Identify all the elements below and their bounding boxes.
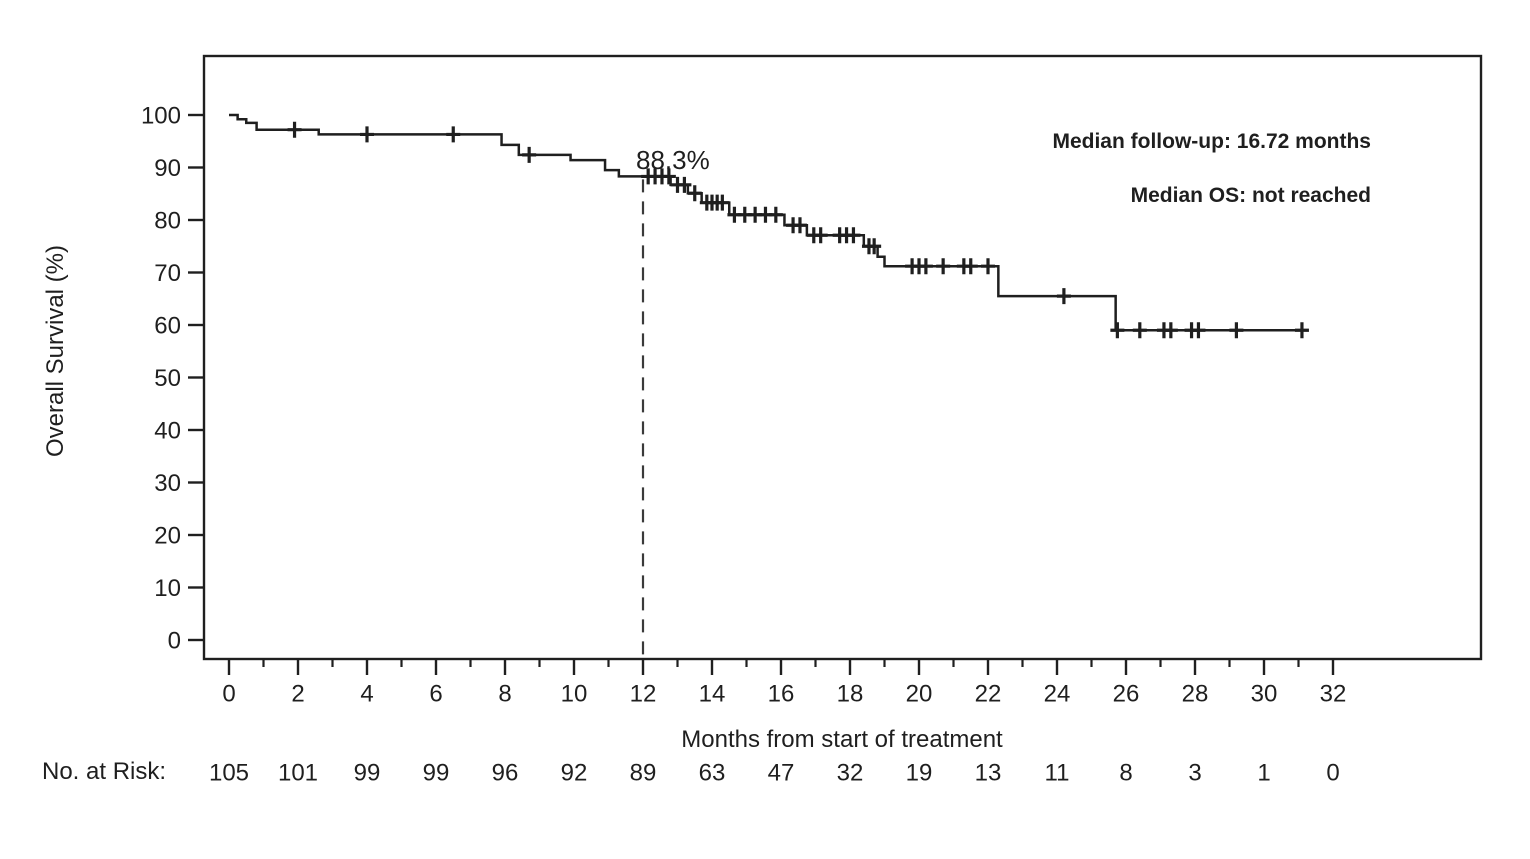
censor-mark	[446, 126, 461, 143]
censor-mark	[661, 168, 676, 185]
y-tick-label: 70	[154, 260, 181, 287]
censor-mark	[1132, 322, 1147, 339]
censor-mark	[936, 258, 951, 275]
x-tick-label: 18	[837, 681, 864, 708]
censor-mark	[1056, 288, 1071, 305]
y-tick-label: 20	[154, 523, 181, 550]
risk-count: 11	[1045, 760, 1070, 787]
x-tick-label: 6	[429, 681, 442, 708]
x-tick-label: 8	[498, 681, 511, 708]
censor-mark	[768, 206, 783, 223]
y-tick-label: 50	[154, 365, 181, 392]
x-tick-label: 16	[768, 681, 795, 708]
risk-count: 96	[492, 760, 519, 787]
x-tick-label: 10	[561, 681, 588, 708]
x-tick-label: 30	[1251, 681, 1278, 708]
risk-count: 101	[278, 760, 318, 787]
number-at-risk-label: No. at Risk:	[42, 758, 167, 785]
censor-mark	[846, 227, 861, 244]
y-axis-title: Overall Survival (%)	[42, 244, 69, 458]
censor-mark	[792, 217, 807, 234]
risk-count: 89	[630, 760, 657, 787]
censor-mark	[867, 238, 882, 255]
median-os-annotation: Median OS: not reached	[1130, 184, 1371, 207]
censor-mark	[287, 121, 302, 138]
y-tick-label: 100	[141, 103, 181, 130]
y-tick-label: 60	[154, 313, 181, 340]
censor-mark	[1191, 322, 1206, 339]
y-tick-label: 40	[154, 418, 181, 445]
risk-count: 8	[1119, 760, 1132, 787]
censor-mark	[1294, 322, 1309, 339]
risk-count: 32	[837, 760, 864, 787]
x-tick-label: 12	[630, 681, 657, 708]
x-axis-title: Months from start of treatment	[681, 726, 1003, 753]
censor-mark	[522, 146, 537, 163]
risk-count: 0	[1326, 760, 1339, 787]
censor-mark	[918, 258, 933, 275]
risk-count: 1	[1257, 760, 1270, 787]
x-tick-label: 28	[1182, 681, 1209, 708]
x-tick-label: 24	[1044, 681, 1071, 708]
censor-mark	[963, 258, 978, 275]
risk-count: 13	[975, 760, 1002, 787]
censor-mark	[687, 185, 702, 202]
risk-count: 105	[209, 760, 249, 787]
plot-border	[202, 54, 1483, 661]
risk-count: 47	[768, 760, 795, 787]
risk-count: 99	[423, 760, 450, 787]
risk-count: 19	[906, 760, 933, 787]
x-tick-label: 0	[222, 681, 235, 708]
x-tick-label: 20	[906, 681, 933, 708]
x-tick-label: 32	[1320, 681, 1347, 708]
landmark-survival-label: 88.3%	[636, 145, 710, 175]
censor-mark	[981, 258, 995, 275]
censor-mark	[360, 126, 374, 143]
y-tick-label: 80	[154, 208, 181, 235]
risk-count: 63	[699, 760, 726, 787]
median-followup-annotation: Median follow-up: 16.72 months	[1052, 130, 1371, 153]
y-tick-label: 30	[154, 470, 181, 497]
censor-mark	[715, 194, 730, 211]
censor-mark	[813, 227, 828, 244]
risk-count: 3	[1188, 760, 1201, 787]
risk-count: 99	[354, 760, 381, 787]
censor-mark	[1229, 322, 1244, 339]
y-tick-label: 10	[154, 575, 181, 602]
x-tick-label: 14	[699, 681, 726, 708]
x-tick-label: 4	[360, 681, 373, 708]
censor-mark	[677, 176, 692, 193]
censor-mark	[1110, 322, 1125, 339]
x-tick-label: 26	[1113, 681, 1140, 708]
y-tick-label: 90	[154, 155, 181, 182]
risk-count: 92	[561, 760, 588, 787]
x-tick-label: 2	[291, 681, 304, 708]
censor-mark	[1163, 322, 1178, 339]
y-tick-label: 0	[168, 628, 181, 655]
x-tick-label: 22	[975, 681, 1002, 708]
